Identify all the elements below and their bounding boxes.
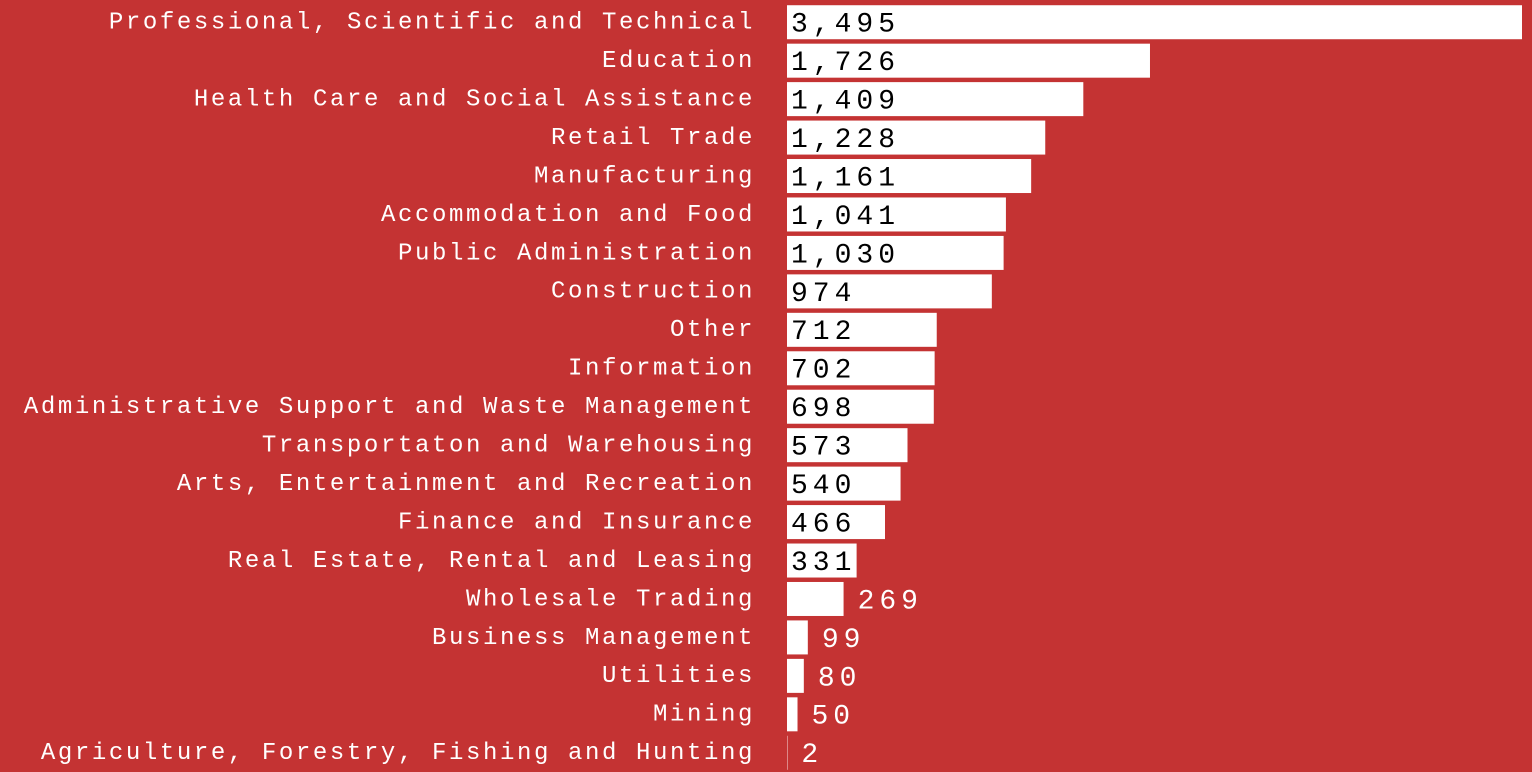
category-label: Arts, Entertainment and Recreation: [177, 471, 755, 498]
bar: [787, 620, 808, 655]
category-label: Accommodation and Food: [381, 202, 755, 229]
bar: [787, 658, 804, 693]
category-label: Wholesale Trading: [466, 586, 755, 613]
value-label: 1,161: [791, 163, 900, 194]
category-label: Transportaton and Warehousing: [262, 433, 755, 460]
category-label: Real Estate, Rental and Leasing: [228, 548, 755, 575]
category-label: Finance and Insurance: [398, 509, 755, 536]
value-label: 80: [818, 663, 862, 694]
value-label: 99: [822, 625, 866, 656]
category-label: Professional, Scientific and Technical: [109, 10, 755, 37]
bar: [787, 159, 1032, 194]
bar: [787, 120, 1046, 155]
bar: [787, 82, 1084, 117]
bar: [787, 312, 937, 347]
bar: [787, 274, 992, 309]
category-label: Mining: [653, 702, 755, 729]
value-label: 331: [791, 548, 856, 579]
bar: [787, 351, 935, 386]
bar: [787, 43, 1150, 78]
value-label: 573: [791, 433, 856, 464]
value-label: 269: [858, 586, 923, 617]
value-label: 1,228: [791, 125, 900, 156]
value-label: 1,726: [791, 48, 900, 79]
category-label: Administrative Support and Waste Managem…: [24, 394, 755, 421]
category-label: Construction: [551, 279, 755, 306]
category-label: Manufacturing: [534, 163, 755, 190]
bar: [787, 505, 885, 540]
value-label: 2: [801, 740, 823, 771]
value-label: 702: [791, 356, 856, 387]
bar: [787, 428, 908, 463]
category-label: Utilities: [602, 663, 755, 690]
value-label: 466: [791, 509, 856, 540]
bar: [787, 235, 1004, 270]
value-label: 712: [791, 317, 856, 348]
bar: [787, 581, 844, 616]
value-label: 698: [791, 394, 856, 425]
bar: [787, 197, 1006, 232]
bar: [787, 466, 901, 501]
category-label: Retail Trade: [551, 125, 755, 152]
bar: [787, 389, 934, 424]
value-label: 1,409: [791, 87, 900, 118]
value-label: 974: [791, 279, 856, 310]
category-label: Business Management: [432, 625, 755, 652]
category-label: Health Care and Social Assistance: [194, 86, 755, 113]
value-label: 3,495: [791, 10, 900, 41]
bar: [787, 697, 798, 732]
category-label: Other: [670, 317, 755, 344]
value-label: 50: [812, 702, 856, 733]
category-label: Information: [568, 356, 755, 383]
category-label: Agriculture, Forestry, Fishing and Hunti…: [41, 740, 755, 767]
value-label: 540: [791, 471, 856, 502]
bar: [787, 5, 1522, 40]
category-label: Education: [602, 48, 755, 75]
category-label: Public Administration: [398, 240, 755, 267]
bar: [787, 543, 857, 578]
value-label: 1,030: [791, 240, 900, 271]
value-label: 1,041: [791, 202, 900, 233]
